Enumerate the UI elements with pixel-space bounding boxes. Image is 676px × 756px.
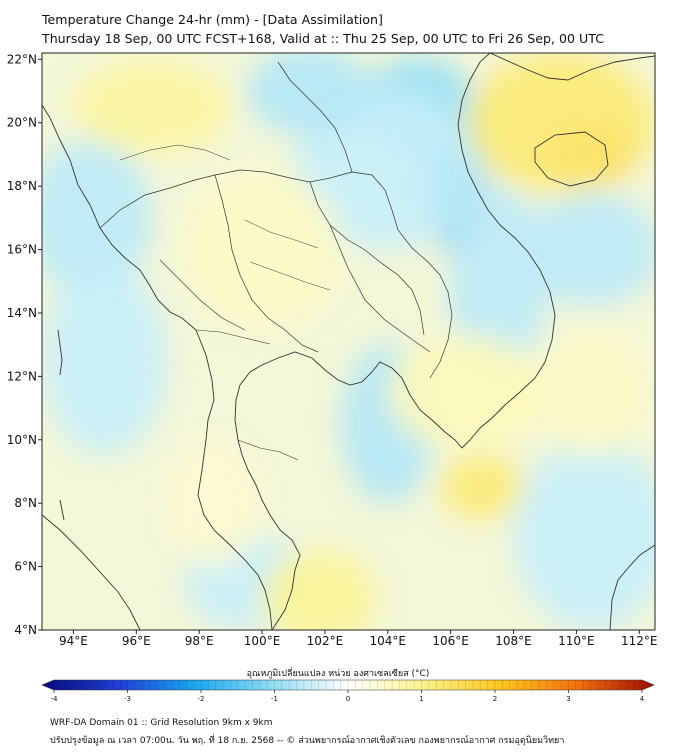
lon-label: 108°E (495, 634, 532, 648)
lon-label: 104°E (370, 634, 407, 648)
field-anomaly (293, 91, 483, 250)
field-anomaly (466, 53, 655, 193)
lat-label: 16°N (7, 243, 37, 257)
colorbar-tick-label: 1 (419, 695, 423, 703)
latitude-axis: 22°N 20°N 18°N 16°N 14°N 12°N 10°N 8°N 6°N 4°N (7, 52, 42, 637)
field-anomaly (167, 439, 263, 567)
coastlines-borders (42, 53, 655, 630)
lon-label: 94°E (59, 634, 88, 648)
colorbar-tick-label: -3 (124, 695, 131, 703)
longitude-axis: 94°E 96°E 98°E 100°E 102°E 104°E 106°E 108°E 110… (59, 630, 658, 648)
lon-label: 98°E (185, 634, 214, 648)
lon-label: 96°E (122, 634, 151, 648)
lat-label: 10°N (7, 433, 37, 447)
lon-label: 110°E (558, 634, 595, 648)
lat-label: 14°N (7, 306, 37, 320)
colorbar-tick-label: 4 (640, 695, 645, 703)
lat-label: 20°N (7, 116, 37, 130)
lat-label: 4°N (14, 623, 37, 637)
colorbar-tick-label: -1 (271, 695, 278, 703)
lat-label: 6°N (14, 560, 37, 574)
field-anomaly (387, 335, 545, 450)
field-anomaly (183, 170, 341, 329)
lon-label: 112°E (621, 634, 658, 648)
colorbar-title: อุณหภูมิเปลี่ยนแปลง หน่วย องศาเซลเซียส (… (246, 669, 430, 679)
field-anomaly (441, 455, 523, 520)
chart-subtitle: Thursday 18 Sep, 00 UTC FCST+168, Valid … (42, 31, 604, 46)
lat-label: 22°N (7, 52, 37, 66)
colorbar-tick-label: 3 (566, 695, 570, 703)
lon-label: 100°E (244, 634, 281, 648)
colorbar: -4 -3 -2 -1 0 1 2 3 4 (41, 679, 655, 703)
temperature-field (42, 53, 655, 630)
field-anomaly (522, 192, 655, 307)
colorbar-tick-label: 2 (493, 695, 497, 703)
lon-label: 102°E (307, 634, 344, 648)
field-anomaly (447, 186, 549, 377)
lat-label: 8°N (14, 496, 37, 510)
footer-credit: ปรับปรุงข้อมูล ณ เวลา 07:00น. วัน พฤ. ที… (50, 736, 565, 746)
lon-label: 106°E (432, 634, 469, 648)
plot-frame (41, 52, 656, 631)
field-anomaly (535, 328, 649, 456)
field-anomaly (513, 439, 655, 630)
lat-label: 18°N (7, 179, 37, 193)
footer-model-info: WRF-DA Domain 01 :: Grid Resolution 9km … (50, 718, 273, 728)
colorbar-tick-label: -2 (198, 695, 205, 703)
field-anomaly (246, 53, 373, 136)
colorbar-tick-label: -4 (51, 695, 59, 703)
colorbar-tick-label: 0 (346, 695, 350, 703)
field-anomaly (73, 59, 231, 155)
field-anomaly (262, 550, 376, 630)
lat-label: 12°N (7, 369, 37, 383)
field-anomaly (42, 265, 168, 456)
chart-title: Temperature Change 24-hr (mm) - [Data As… (42, 12, 383, 27)
